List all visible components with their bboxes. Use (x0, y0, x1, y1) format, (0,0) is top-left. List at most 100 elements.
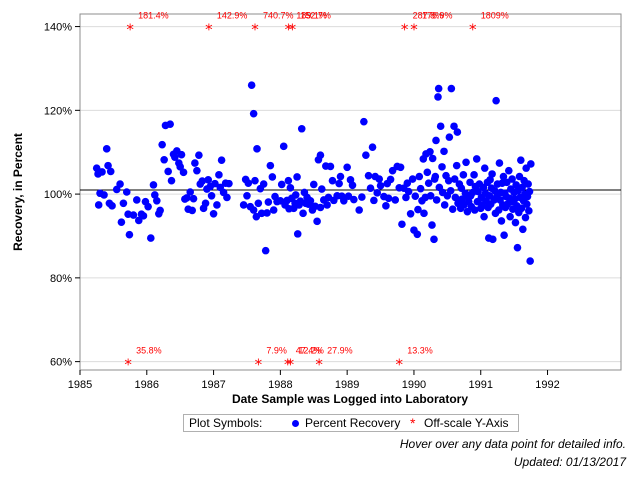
y-axis-ticks: 60% 80% 100% 120% 140% (44, 22, 80, 369)
legend: Plot Symbols: Percent Recovery * Off-sca… (183, 414, 519, 432)
data-point (376, 181, 385, 190)
data-point (446, 186, 455, 195)
data-point (447, 84, 456, 93)
data-point (217, 156, 226, 164)
data-point (458, 195, 466, 203)
data-point (176, 163, 184, 171)
data-point (474, 187, 482, 196)
data-point (403, 179, 412, 188)
data-point (434, 93, 442, 101)
data-point (151, 191, 159, 199)
x-tick-label: 1989 (335, 379, 359, 391)
data-point (364, 171, 373, 180)
data-point (408, 175, 417, 183)
offscale-label: 1809% (481, 11, 509, 21)
offscale-label: 189.1% (296, 11, 327, 21)
data-point (293, 230, 302, 238)
data-point (204, 176, 213, 184)
data-point (249, 109, 258, 118)
x-axis-label: Date Sample was Logged into Laboratory (232, 392, 468, 406)
data-point (209, 209, 218, 218)
y-tick-label: 80% (50, 273, 72, 285)
offscale-point: * (284, 356, 292, 374)
x-tick-label: 1985 (68, 379, 92, 391)
data-point (360, 117, 368, 126)
data-point (350, 195, 358, 204)
offscale-point: * (251, 21, 259, 39)
data-point (428, 154, 437, 163)
data-point (480, 212, 488, 221)
y-tick-label: 60% (50, 357, 72, 369)
hover-hint: Hover over any data point for detailed i… (399, 437, 626, 451)
data-point (490, 186, 499, 195)
data-point (508, 175, 516, 183)
data-point (326, 162, 335, 171)
data-point (358, 193, 366, 201)
offscale-point: * (126, 21, 134, 39)
data-point (511, 218, 520, 227)
data-point (521, 213, 530, 222)
data-point (254, 199, 263, 208)
data-point (517, 204, 526, 213)
data-point (355, 206, 363, 214)
data-point (144, 202, 152, 211)
data-point (125, 230, 134, 239)
data-point (348, 181, 357, 190)
data-point (512, 181, 520, 189)
data-point (213, 201, 221, 209)
data-point (451, 193, 460, 202)
data-point (195, 151, 203, 159)
x-tick-label: 1986 (135, 379, 159, 391)
x-tick-label: 1991 (468, 379, 492, 391)
data-point (122, 188, 131, 196)
data-point (518, 183, 526, 192)
legend-item-percent-recovery: Percent Recovery (305, 416, 401, 430)
data-point (472, 155, 481, 163)
data-point (328, 176, 337, 185)
data-point (398, 220, 406, 229)
data-point (106, 167, 115, 176)
data-point (100, 191, 108, 199)
data-point (269, 206, 278, 214)
data-point (146, 234, 155, 242)
data-point (499, 172, 508, 181)
data-point (423, 168, 432, 177)
data-point (134, 216, 143, 225)
data-point (112, 185, 121, 194)
data-point (158, 140, 166, 149)
data-point (104, 161, 112, 170)
data-point (362, 151, 370, 159)
data-point (513, 243, 522, 252)
data-point (517, 156, 525, 164)
data-point (94, 201, 103, 209)
data-point (445, 133, 454, 141)
data-point (293, 173, 301, 181)
data-point (440, 147, 448, 156)
offscale-label: 47.4% (296, 346, 322, 356)
data-point (186, 188, 195, 196)
data-point (286, 184, 295, 192)
data-point (420, 209, 428, 218)
data-point (488, 170, 496, 178)
data-point (243, 191, 251, 200)
data-point (189, 194, 198, 203)
data-point (223, 193, 231, 202)
data-point (453, 128, 462, 136)
data-point (488, 235, 497, 244)
data-point (406, 209, 415, 218)
data-point (384, 194, 393, 203)
data-point (188, 206, 197, 215)
data-point (335, 179, 343, 188)
data-point (317, 185, 326, 193)
data-point (370, 196, 378, 205)
y-tick-label: 120% (44, 105, 72, 117)
data-point (166, 120, 174, 128)
offscale-points: *181.4%*142.9%*740.7%*189.1%*152.7%*287.… (124, 11, 508, 374)
data-point (525, 207, 533, 215)
data-point (495, 159, 504, 167)
data-point (450, 175, 459, 183)
data-point (436, 122, 445, 131)
data-point (504, 166, 513, 175)
data-point (211, 179, 219, 188)
data-point (149, 181, 158, 189)
